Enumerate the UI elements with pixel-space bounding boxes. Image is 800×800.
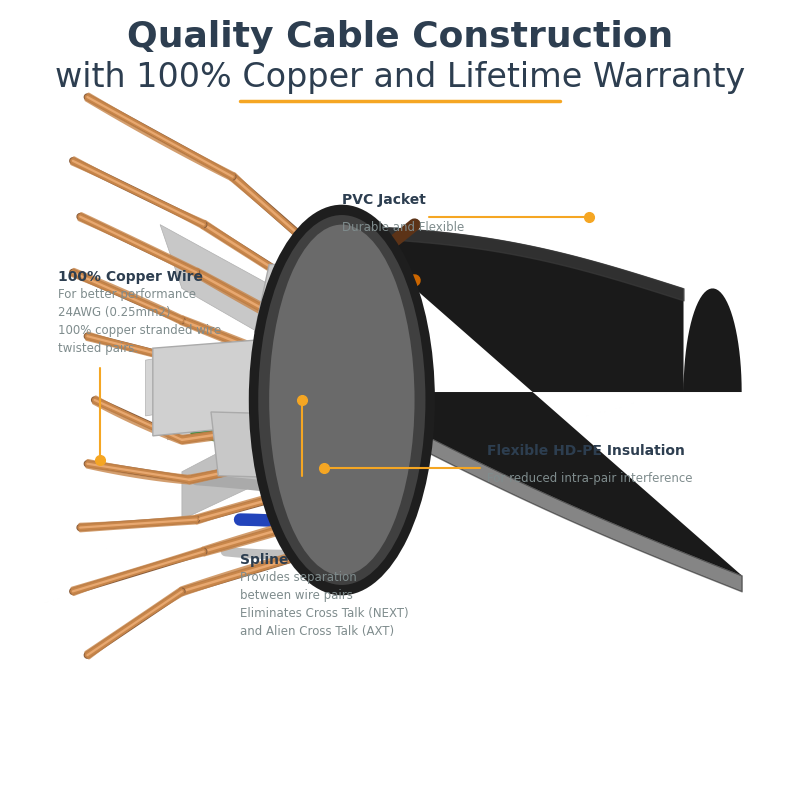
Text: Spline: Spline — [240, 554, 289, 567]
Ellipse shape — [269, 225, 414, 575]
Text: Provides separation
between wire pairs
Eliminates Cross Talk (NEXT)
and Alien Cr: Provides separation between wire pairs E… — [240, 571, 409, 638]
Polygon shape — [182, 392, 334, 519]
Polygon shape — [211, 412, 356, 480]
Text: For reduced intra-pair interference: For reduced intra-pair interference — [487, 472, 693, 485]
Polygon shape — [342, 225, 742, 575]
Polygon shape — [167, 360, 334, 440]
Polygon shape — [254, 265, 356, 332]
Text: Quality Cable Construction: Quality Cable Construction — [127, 20, 673, 54]
Ellipse shape — [258, 213, 426, 587]
Text: Flexible HD-PE Insulation: Flexible HD-PE Insulation — [487, 444, 685, 458]
Text: with 100% Copper and Lifetime Warranty: with 100% Copper and Lifetime Warranty — [55, 61, 745, 94]
Text: PVC Jacket: PVC Jacket — [342, 193, 426, 207]
Polygon shape — [160, 225, 334, 376]
Text: 100% Copper Wire: 100% Copper Wire — [58, 270, 203, 285]
Ellipse shape — [266, 221, 418, 579]
Ellipse shape — [249, 205, 435, 595]
Ellipse shape — [258, 215, 426, 585]
Text: Durable and Flexible: Durable and Flexible — [342, 221, 464, 234]
Polygon shape — [146, 328, 342, 416]
Polygon shape — [153, 332, 356, 436]
Text: For better performance
24AWG (0.25mm2)
100% copper stranded wire
twisted pairs.: For better performance 24AWG (0.25mm2) 1… — [58, 288, 222, 355]
